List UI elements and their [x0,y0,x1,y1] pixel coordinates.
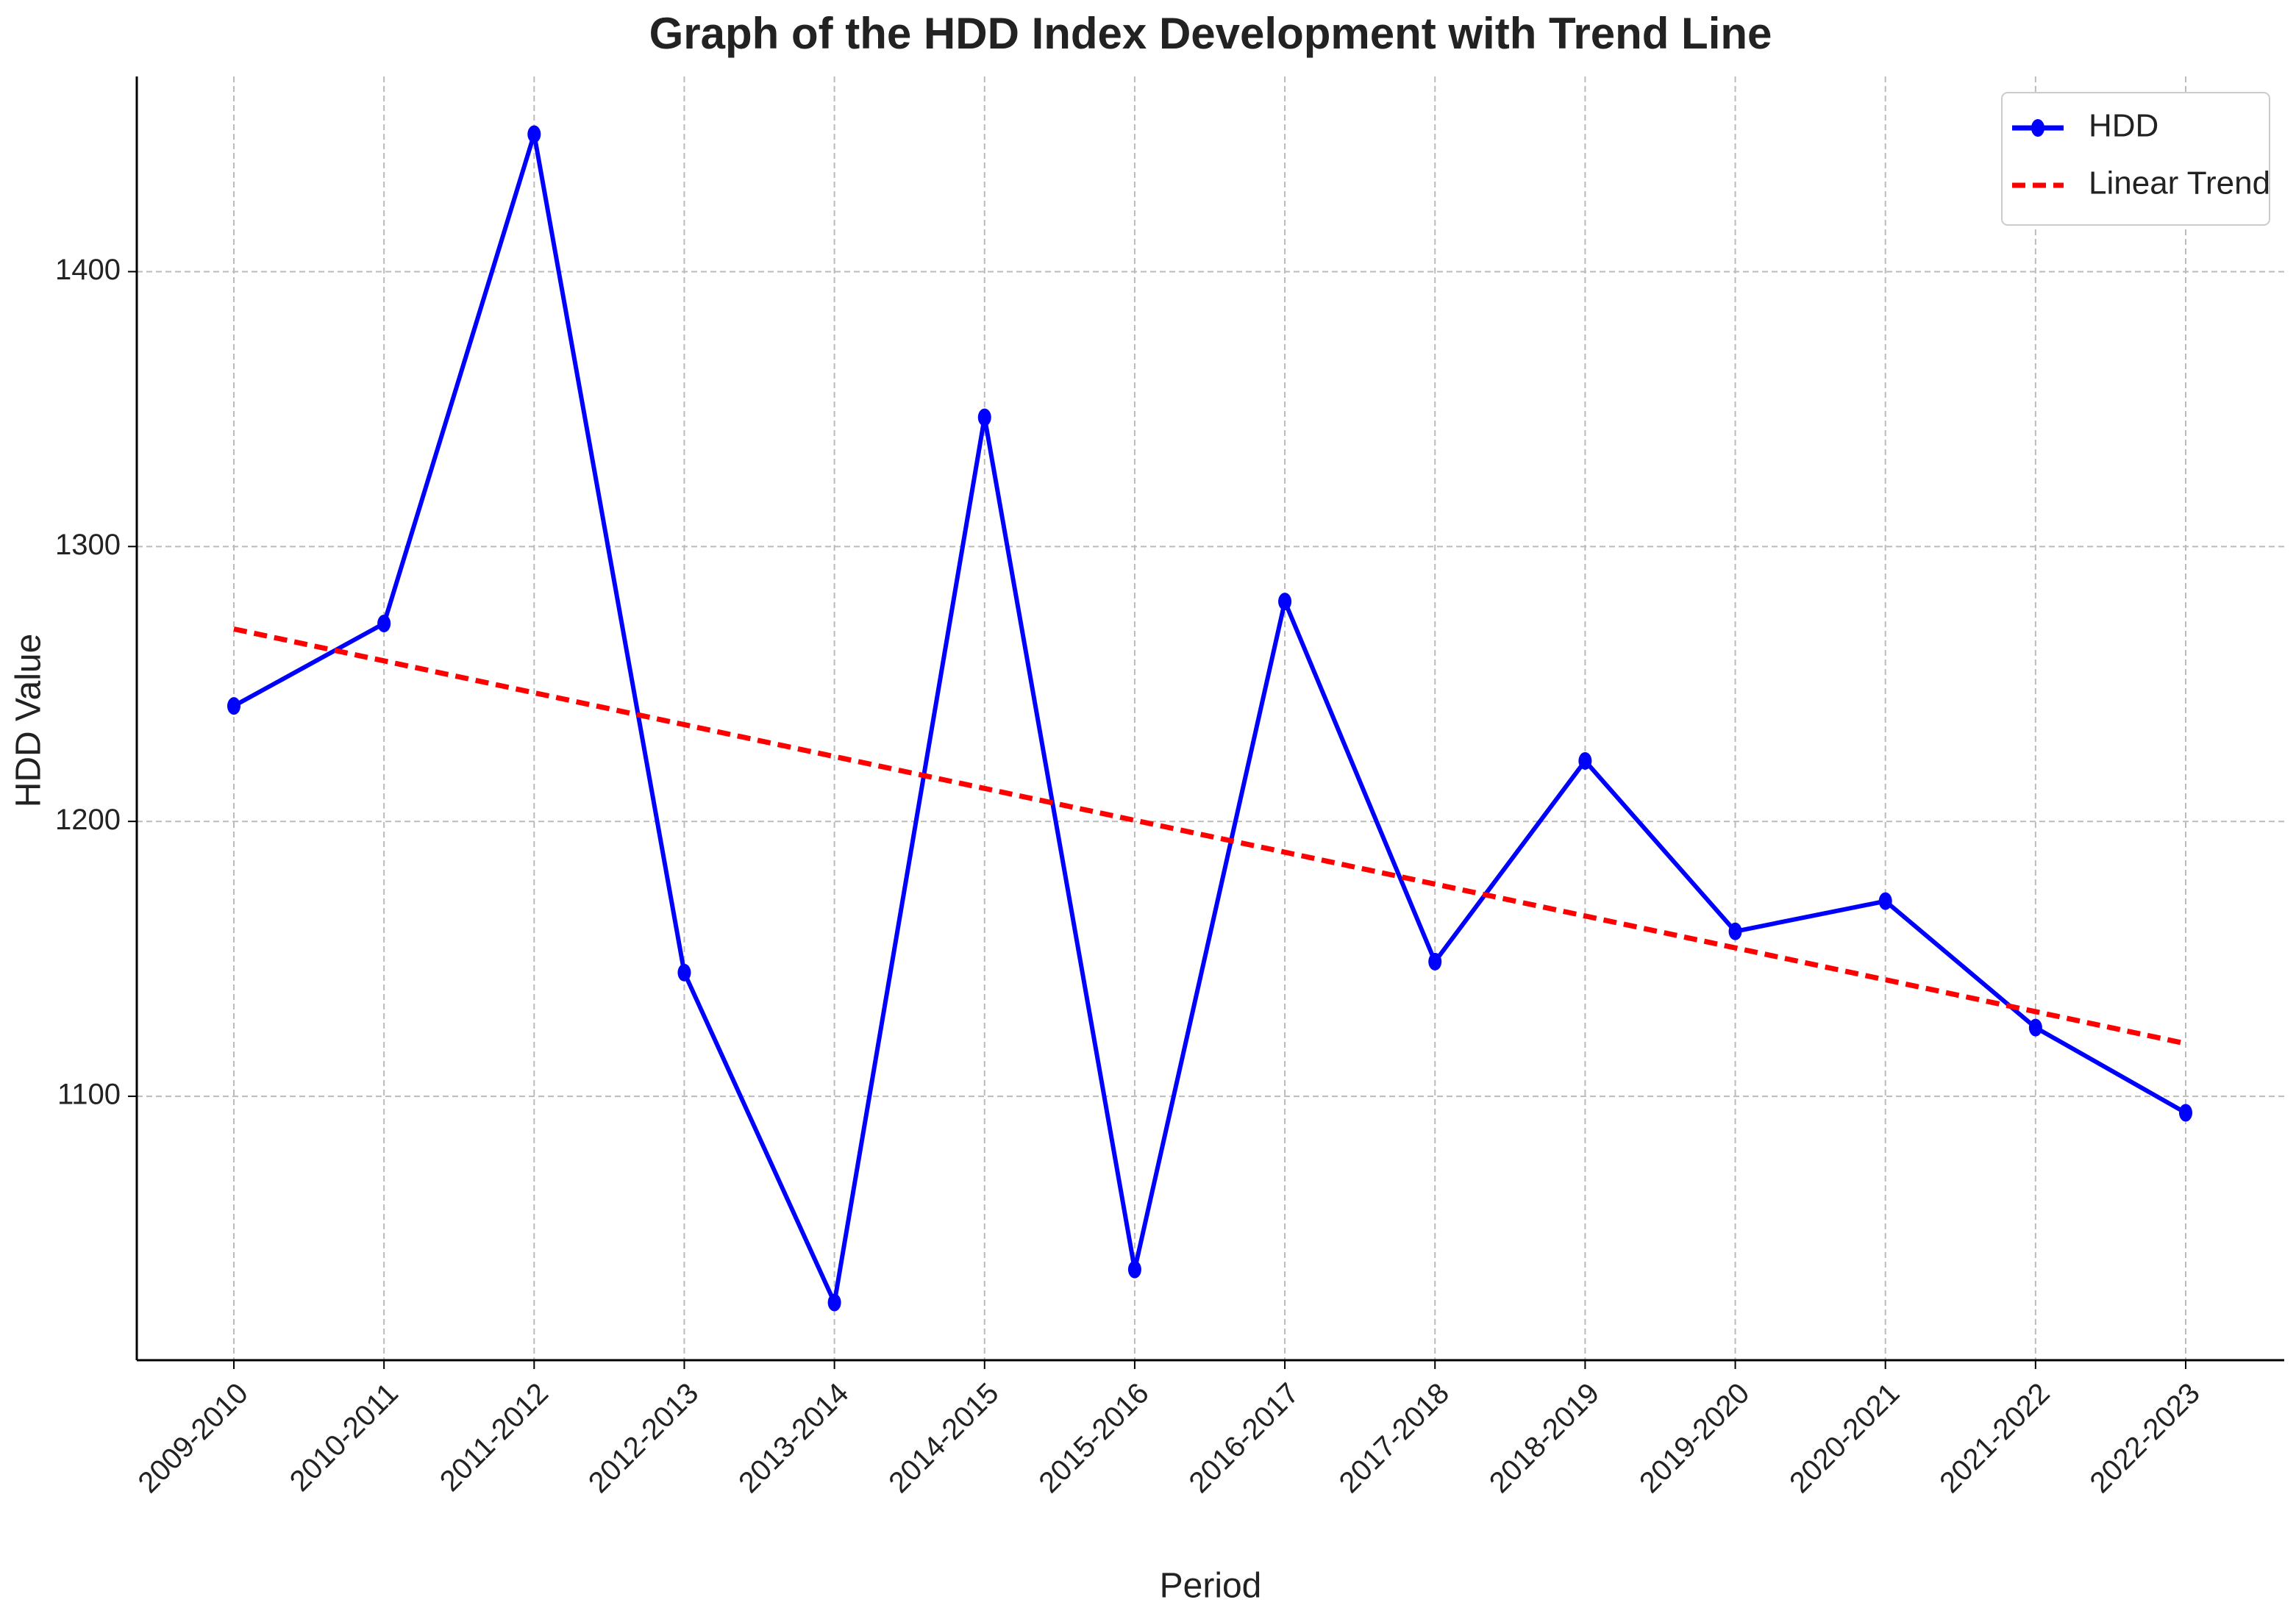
data-point [1278,593,1292,611]
data-point [1728,922,1742,940]
y-tick-label: 1400 [55,254,121,286]
data-point [977,408,991,426]
data-point [677,963,691,982]
y-tick-label: 1100 [57,1079,121,1111]
legend-label: HDD [2089,108,2158,144]
legend-marker [2031,119,2044,137]
data-point [1578,751,1592,770]
legend: HDD Linear Trend [2001,92,2270,226]
data-point [1878,892,1892,910]
trend-line [233,626,2186,1046]
data-line [232,132,2187,1305]
y-tick-label: 1300 [55,529,121,561]
data-point [377,615,391,633]
y-axis-label: HDD Value [10,634,49,808]
data-point [827,1293,841,1312]
data-point [1127,1260,1141,1279]
data-point [527,125,541,143]
y-tick-label: 1200 [55,804,121,836]
chart-title: Graph of the HDD Index Development with … [649,9,1772,58]
data-point [2179,1104,2192,1122]
data-point [2028,1018,2042,1037]
data-point [1428,952,1442,971]
data-point [227,697,240,715]
legend-box [2001,92,2270,226]
x-axis-label: Period [1160,1567,1262,1606]
legend-label: Linear Trend [2089,165,2270,201]
